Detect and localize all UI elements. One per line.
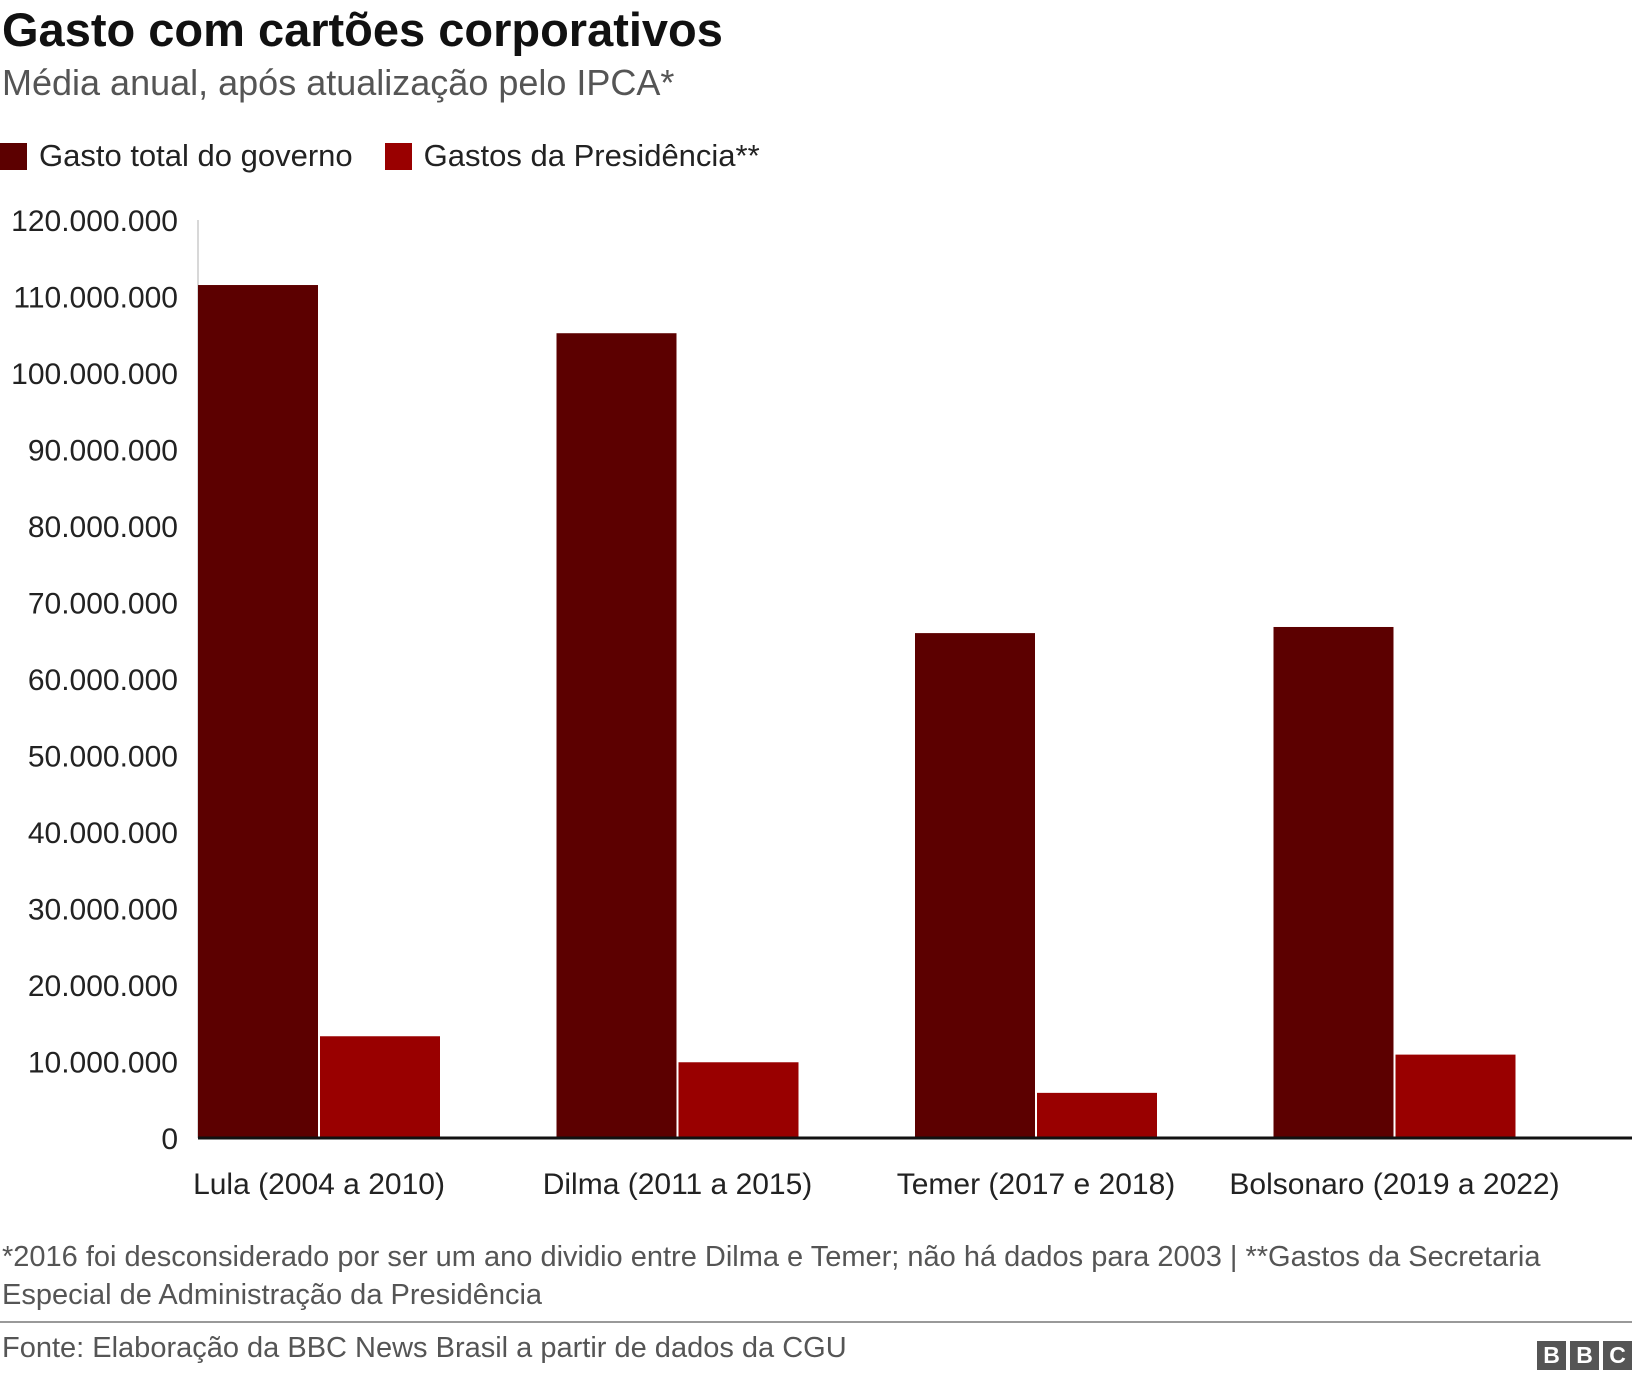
bar-presidencia: [678, 1062, 799, 1138]
x-tick-label: Bolsonaro (2019 a 2022): [1229, 1168, 1559, 1201]
legend-item-presidencia: Gastos da Presidência**: [384, 138, 760, 174]
bar-total: [198, 285, 318, 1138]
footer-divider: [0, 1321, 1632, 1323]
y-tick-label: 70.000.000: [28, 588, 178, 621]
legend-item-total: Gasto total do governo: [0, 138, 353, 174]
x-tick-label: Temer (2017 e 2018): [897, 1168, 1176, 1201]
legend: Gasto total do governo Gastos da Presidê…: [0, 136, 792, 176]
y-tick-label: 60.000.000: [28, 664, 178, 697]
bar-presidencia: [1395, 1054, 1516, 1138]
y-tick-label: 30.000.000: [28, 894, 178, 927]
bar-chart: 0 10.000.000 20.000.000 30.000.000 40.000.00…: [11, 205, 1632, 1201]
bar-total: [915, 633, 1035, 1138]
legend-label-total: Gasto total do governo: [39, 138, 353, 173]
bar-presidencia: [1037, 1092, 1157, 1138]
legend-swatch-total: [0, 142, 27, 170]
y-tick-label: 100.000.000: [11, 358, 178, 391]
footnote: *2016 foi desconsiderado por ser um ano …: [2, 1241, 1541, 1311]
bbc-logo: B B C: [1533, 1341, 1632, 1370]
y-tick-label: 50.000.000: [28, 741, 178, 774]
y-tick-label: 120.000.000: [11, 205, 178, 238]
logo-block: B: [1570, 1341, 1599, 1370]
bar-total: [1273, 626, 1394, 1138]
chart-subtitle: Média anual, após atualização pelo IPCA*: [2, 62, 675, 103]
y-tick-label: 10.000.000: [28, 1047, 178, 1080]
y-tick-label: 110.000.000: [13, 282, 178, 315]
x-tick-label: Dilma (2011 a 2015): [543, 1168, 813, 1201]
y-tick-label: 90.000.000: [28, 435, 178, 468]
y-tick-label: 80.000.000: [28, 511, 178, 544]
source-text: Fonte: Elaboração da BBC News Brasil a p…: [2, 1332, 847, 1364]
y-tick-label: 20.000.000: [28, 970, 178, 1003]
legend-swatch-presidencia: [384, 142, 412, 170]
logo-block: C: [1603, 1341, 1632, 1370]
bar-total: [556, 333, 677, 1139]
logo-block: B: [1537, 1341, 1566, 1370]
y-tick-label: 0: [161, 1123, 178, 1156]
bar-presidencia: [320, 1036, 440, 1138]
chart-title: Gasto com cartões corporativos: [2, 3, 723, 56]
x-tick-label: Lula (2004 a 2010): [193, 1168, 445, 1201]
y-tick-label: 40.000.000: [28, 817, 178, 850]
legend-label-presidencia: Gastos da Presidência**: [423, 138, 760, 173]
